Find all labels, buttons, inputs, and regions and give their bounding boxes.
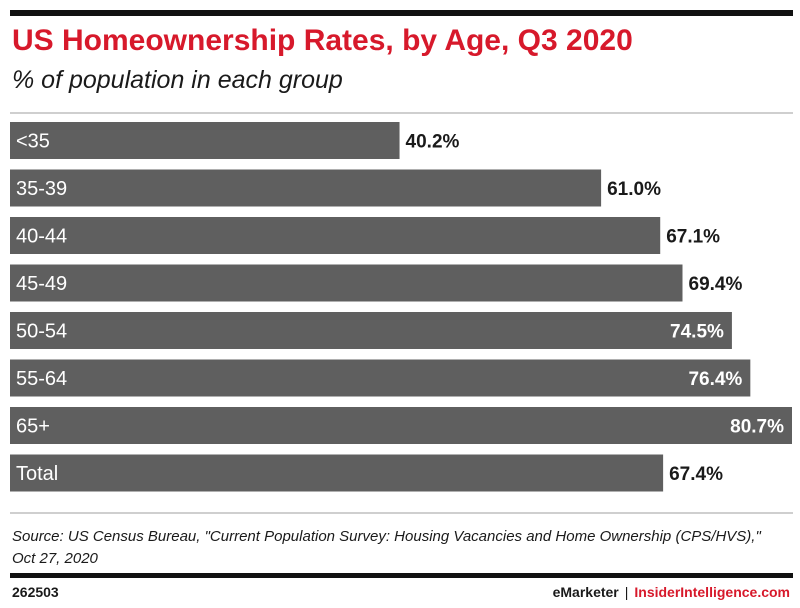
bar-5 bbox=[10, 359, 751, 397]
chart-subtitle: % of population in each group bbox=[12, 66, 343, 94]
value-label-4: 74.5% bbox=[670, 322, 724, 343]
category-label-5: 55-64 bbox=[16, 368, 67, 390]
value-label-6: 80.7% bbox=[730, 417, 784, 438]
value-label-1: 61.0% bbox=[607, 179, 661, 200]
category-label-0: <35 bbox=[16, 131, 50, 153]
brand-emarketer: eMarketer bbox=[552, 584, 619, 600]
category-label-6: 65+ bbox=[16, 416, 50, 438]
bar-6 bbox=[10, 407, 792, 444]
bar-2 bbox=[10, 217, 661, 254]
top-rule bbox=[10, 10, 793, 16]
value-label-3: 69.4% bbox=[689, 274, 743, 295]
bar-1 bbox=[10, 169, 602, 207]
value-label-0: 40.2% bbox=[406, 132, 460, 153]
bar-3 bbox=[10, 264, 683, 302]
brand-insider-intelligence: InsiderIntelligence.com bbox=[634, 584, 790, 600]
chart-id: 262503 bbox=[12, 584, 59, 600]
source-note: Source: US Census Bureau, "Current Popul… bbox=[12, 528, 761, 567]
value-label-7: 67.4% bbox=[669, 464, 723, 485]
value-label-5: 76.4% bbox=[688, 369, 742, 390]
category-label-7: Total bbox=[16, 463, 58, 485]
bar-7 bbox=[10, 454, 664, 492]
chart-bottom-divider bbox=[10, 512, 793, 514]
header-divider bbox=[10, 112, 793, 114]
bar-0 bbox=[10, 122, 400, 159]
category-label-2: 40-44 bbox=[16, 226, 67, 248]
category-label-1: 35-39 bbox=[16, 178, 67, 200]
category-label-3: 45-49 bbox=[16, 273, 67, 295]
category-label-4: 50-54 bbox=[16, 321, 67, 343]
value-label-2: 67.1% bbox=[666, 227, 720, 248]
brand-credit: eMarketer | InsiderIntelligence.com bbox=[553, 584, 790, 600]
bottom-rule bbox=[10, 573, 793, 578]
chart-title: US Homeownership Rates, by Age, Q3 2020 bbox=[12, 24, 633, 57]
brand-separator: | bbox=[624, 584, 629, 600]
bar-4 bbox=[10, 312, 732, 349]
